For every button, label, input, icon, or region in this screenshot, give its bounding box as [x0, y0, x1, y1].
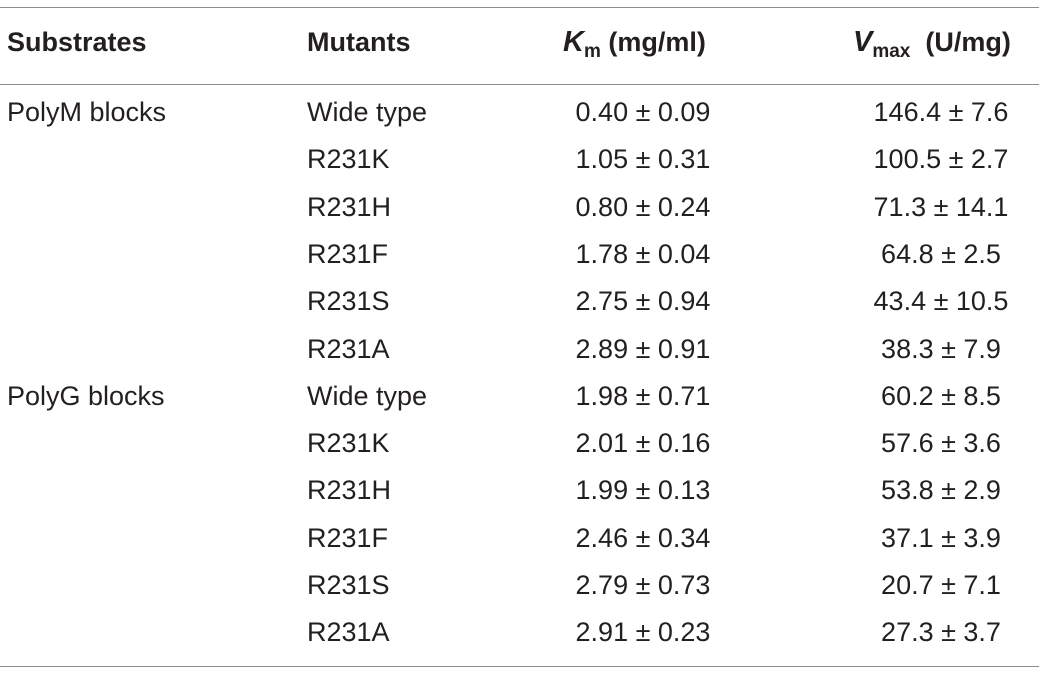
km-cell: 2.01 ± 0.16	[575, 428, 711, 458]
km-cell: 1.99 ± 0.13	[575, 475, 711, 505]
vmax-cell: 43.4 ± 10.5	[873, 286, 1009, 316]
mutant-cell: Wide type	[307, 97, 428, 127]
vmax-subscript: max	[872, 41, 911, 62]
km-cell: 2.46 ± 0.34	[575, 523, 711, 553]
mutant-cell: R231F	[307, 523, 389, 553]
km-cell: 0.40 ± 0.09	[575, 97, 711, 127]
km-unit: (mg/ml)	[608, 27, 706, 57]
km-subscript: m	[583, 41, 601, 62]
mutant-cell: R231H	[307, 192, 392, 222]
header-mutants: Mutants	[307, 27, 411, 57]
table-top-rule	[0, 7, 1039, 8]
vmax-cell: 38.3 ± 7.9	[881, 334, 1001, 364]
mutant-cell: R231H	[307, 475, 392, 505]
mutant-cell: R231A	[307, 334, 390, 364]
vmax-cell: 71.3 ± 14.1	[873, 192, 1009, 222]
mutant-cell: R231K	[307, 428, 390, 458]
vmax-cell: 100.5 ± 2.7	[873, 144, 1009, 174]
substrate-cell: PolyG blocks	[7, 381, 165, 411]
mutant-cell: R231A	[307, 617, 390, 647]
vmax-cell: 64.8 ± 2.5	[881, 239, 1001, 269]
mutant-cell: R231F	[307, 239, 389, 269]
km-cell: 1.05 ± 0.31	[575, 144, 711, 174]
vmax-cell: 53.8 ± 2.9	[881, 475, 1001, 505]
vmax-unit: (U/mg)	[925, 27, 1011, 57]
vmax-cell: 60.2 ± 8.5	[881, 381, 1001, 411]
substrate-cell: PolyM blocks	[7, 97, 167, 127]
km-cell: 0.80 ± 0.24	[575, 192, 711, 222]
km-cell: 1.98 ± 0.71	[575, 381, 711, 411]
vmax-cell: 20.7 ± 7.1	[881, 570, 1001, 600]
km-symbol: K	[563, 26, 584, 58]
vmax-cell: 57.6 ± 3.6	[881, 428, 1001, 458]
header-km: Km (mg/ml)	[563, 26, 706, 62]
table-bottom-rule	[0, 666, 1039, 667]
vmax-cell: 146.4 ± 7.6	[873, 97, 1009, 127]
mutant-cell: R231S	[307, 570, 390, 600]
km-cell: 1.78 ± 0.04	[575, 239, 711, 269]
mutant-cell: R231K	[307, 144, 390, 174]
vmax-symbol: V	[853, 26, 873, 58]
header-vmax: Vmax (U/mg)	[853, 26, 1011, 62]
km-cell: 2.91 ± 0.23	[575, 617, 711, 647]
vmax-cell: 37.1 ± 3.9	[881, 523, 1001, 553]
vmax-cell: 27.3 ± 3.7	[881, 617, 1001, 647]
km-cell: 2.79 ± 0.73	[575, 570, 711, 600]
km-cell: 2.89 ± 0.91	[575, 334, 711, 364]
table-header-rule	[0, 84, 1039, 85]
mutant-cell: R231S	[307, 286, 390, 316]
km-cell: 2.75 ± 0.94	[575, 286, 711, 316]
mutant-cell: Wide type	[307, 381, 428, 411]
header-substrates: Substrates	[7, 27, 147, 57]
